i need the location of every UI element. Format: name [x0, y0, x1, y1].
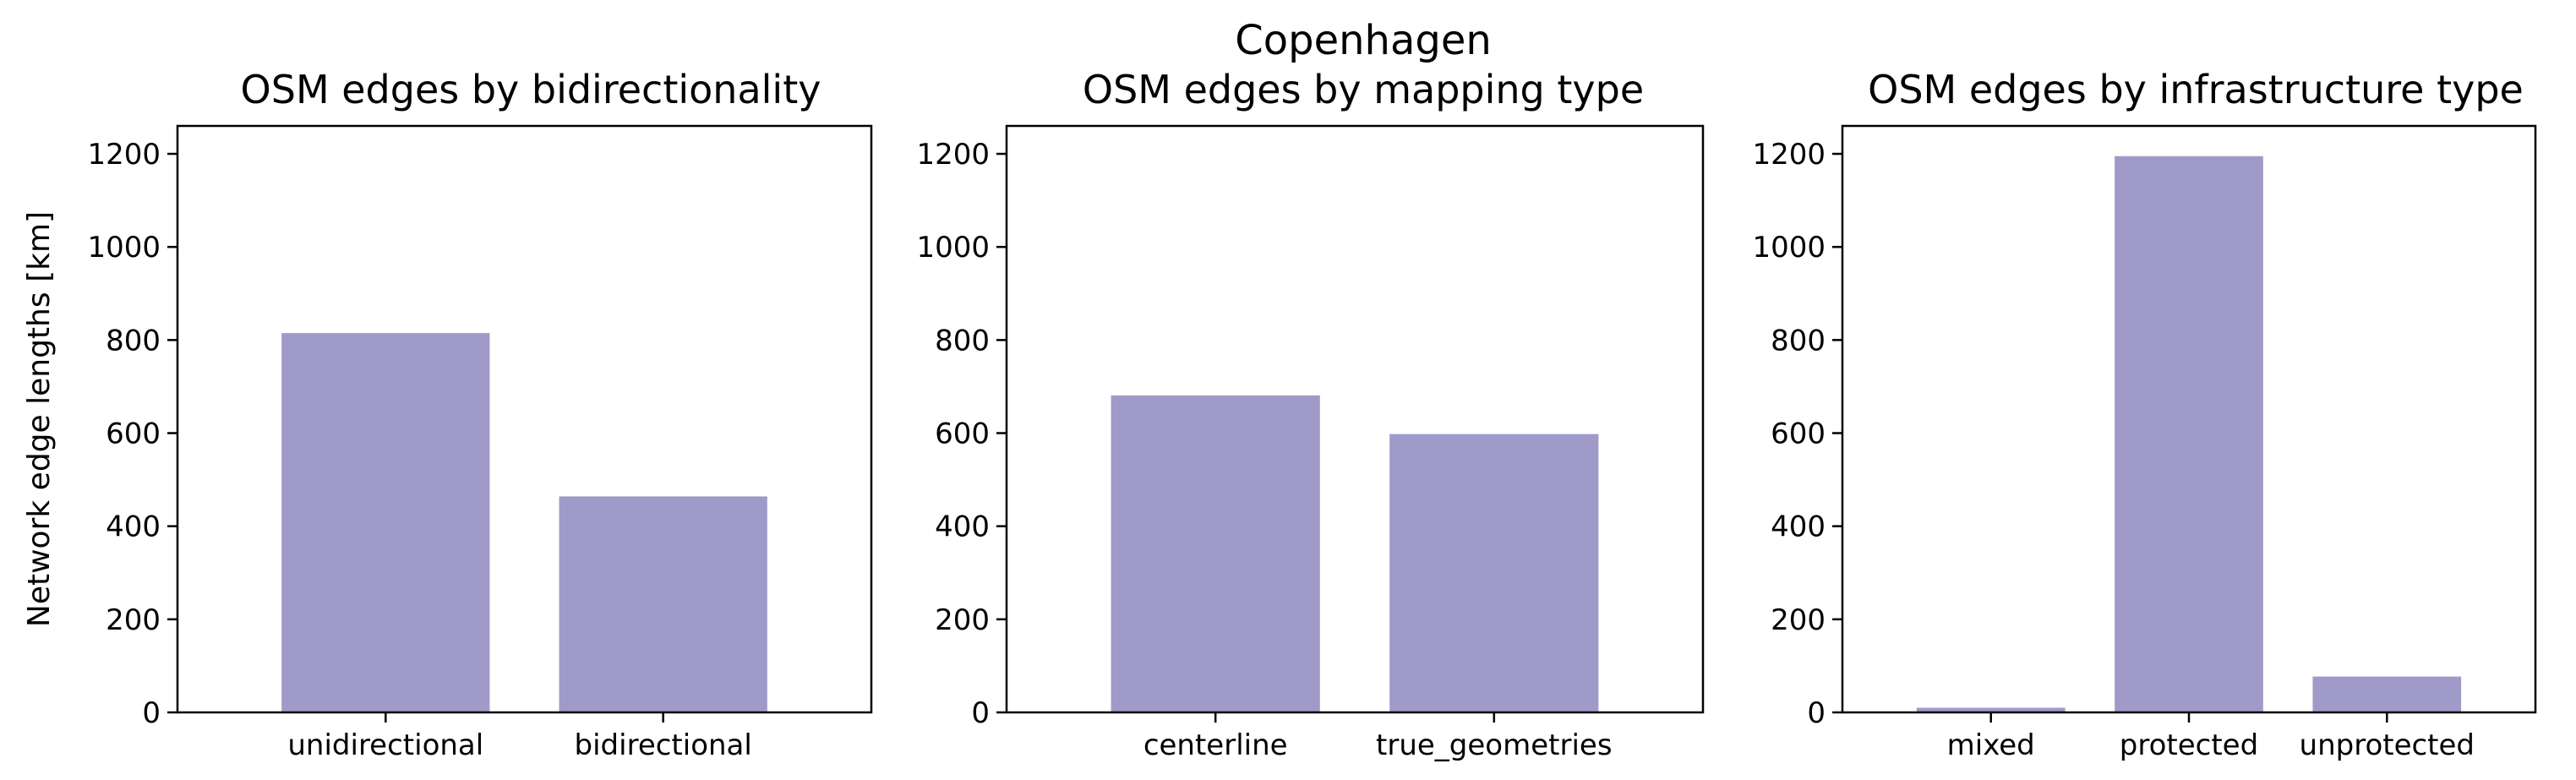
y-tick-label: 0 [971, 696, 990, 730]
y-tick-label: 600 [106, 417, 161, 451]
x-tick-label: centerline [1143, 728, 1288, 762]
bar-unidirectional [281, 333, 490, 712]
y-tick-label: 800 [935, 324, 990, 357]
y-tick-label: 200 [1771, 603, 1826, 637]
y-axis-label: Network edge lengths [km] [22, 211, 57, 627]
x-tick-label: unprotected [2300, 728, 2475, 762]
y-tick-label: 400 [106, 510, 161, 544]
y-tick-label: 1000 [87, 231, 161, 265]
x-tick-label: protected [2120, 728, 2258, 762]
y-tick-label: 600 [1771, 417, 1826, 451]
x-tick-label: bidirectional [575, 728, 752, 762]
y-tick-label: 400 [1771, 510, 1826, 544]
y-tick-label: 0 [1807, 696, 1826, 730]
y-tick-label: 600 [935, 417, 990, 451]
bar-centerline [1111, 395, 1320, 712]
y-tick-label: 1200 [87, 138, 161, 172]
bar-unprotected [2312, 676, 2462, 712]
panel-title: OSM edges by infrastructure type [1868, 67, 2524, 112]
panel-infrastructure-type: OSM edges by infrastructure type 0 200 400… [1752, 67, 2537, 762]
y-tick-label: 0 [142, 696, 161, 730]
y-tick-label: 1000 [1752, 231, 1826, 265]
bar-true-geometries [1389, 434, 1599, 712]
panel-title: OSM edges by mapping type [1083, 67, 1644, 112]
y-tick-label: 200 [106, 603, 161, 637]
y-tick-label: 1200 [916, 138, 990, 172]
x-tick-label: mixed [1947, 728, 2035, 762]
panel-bidirectionality: OSM edges by bidirectionality 0 200 400 600… [87, 67, 873, 762]
plot-frame [176, 124, 873, 714]
y-tick-label: 1200 [1752, 138, 1826, 172]
bar-protected [2115, 155, 2263, 713]
y-tick-label: 800 [106, 324, 161, 357]
bar-bidirectional [559, 496, 767, 712]
y-tick-label: 400 [935, 510, 990, 544]
y-tick-label: 1000 [916, 231, 990, 265]
plot-frame [1841, 124, 2537, 714]
x-tick-label: true_geometries [1376, 728, 1613, 762]
y-tick-label: 800 [1771, 324, 1826, 357]
panel-title: OSM edges by bidirectionality [241, 67, 821, 112]
panel-mapping-type: OSM edges by mapping type 0 200 400 600 800 1… [916, 67, 1705, 762]
y-tick-label: 200 [935, 603, 990, 637]
figure-suptitle: Copenhagen [1235, 17, 1492, 64]
bar-mixed [1916, 707, 2066, 712]
x-tick-label: unidirectional [287, 728, 483, 762]
plot-frame [1005, 124, 1705, 714]
